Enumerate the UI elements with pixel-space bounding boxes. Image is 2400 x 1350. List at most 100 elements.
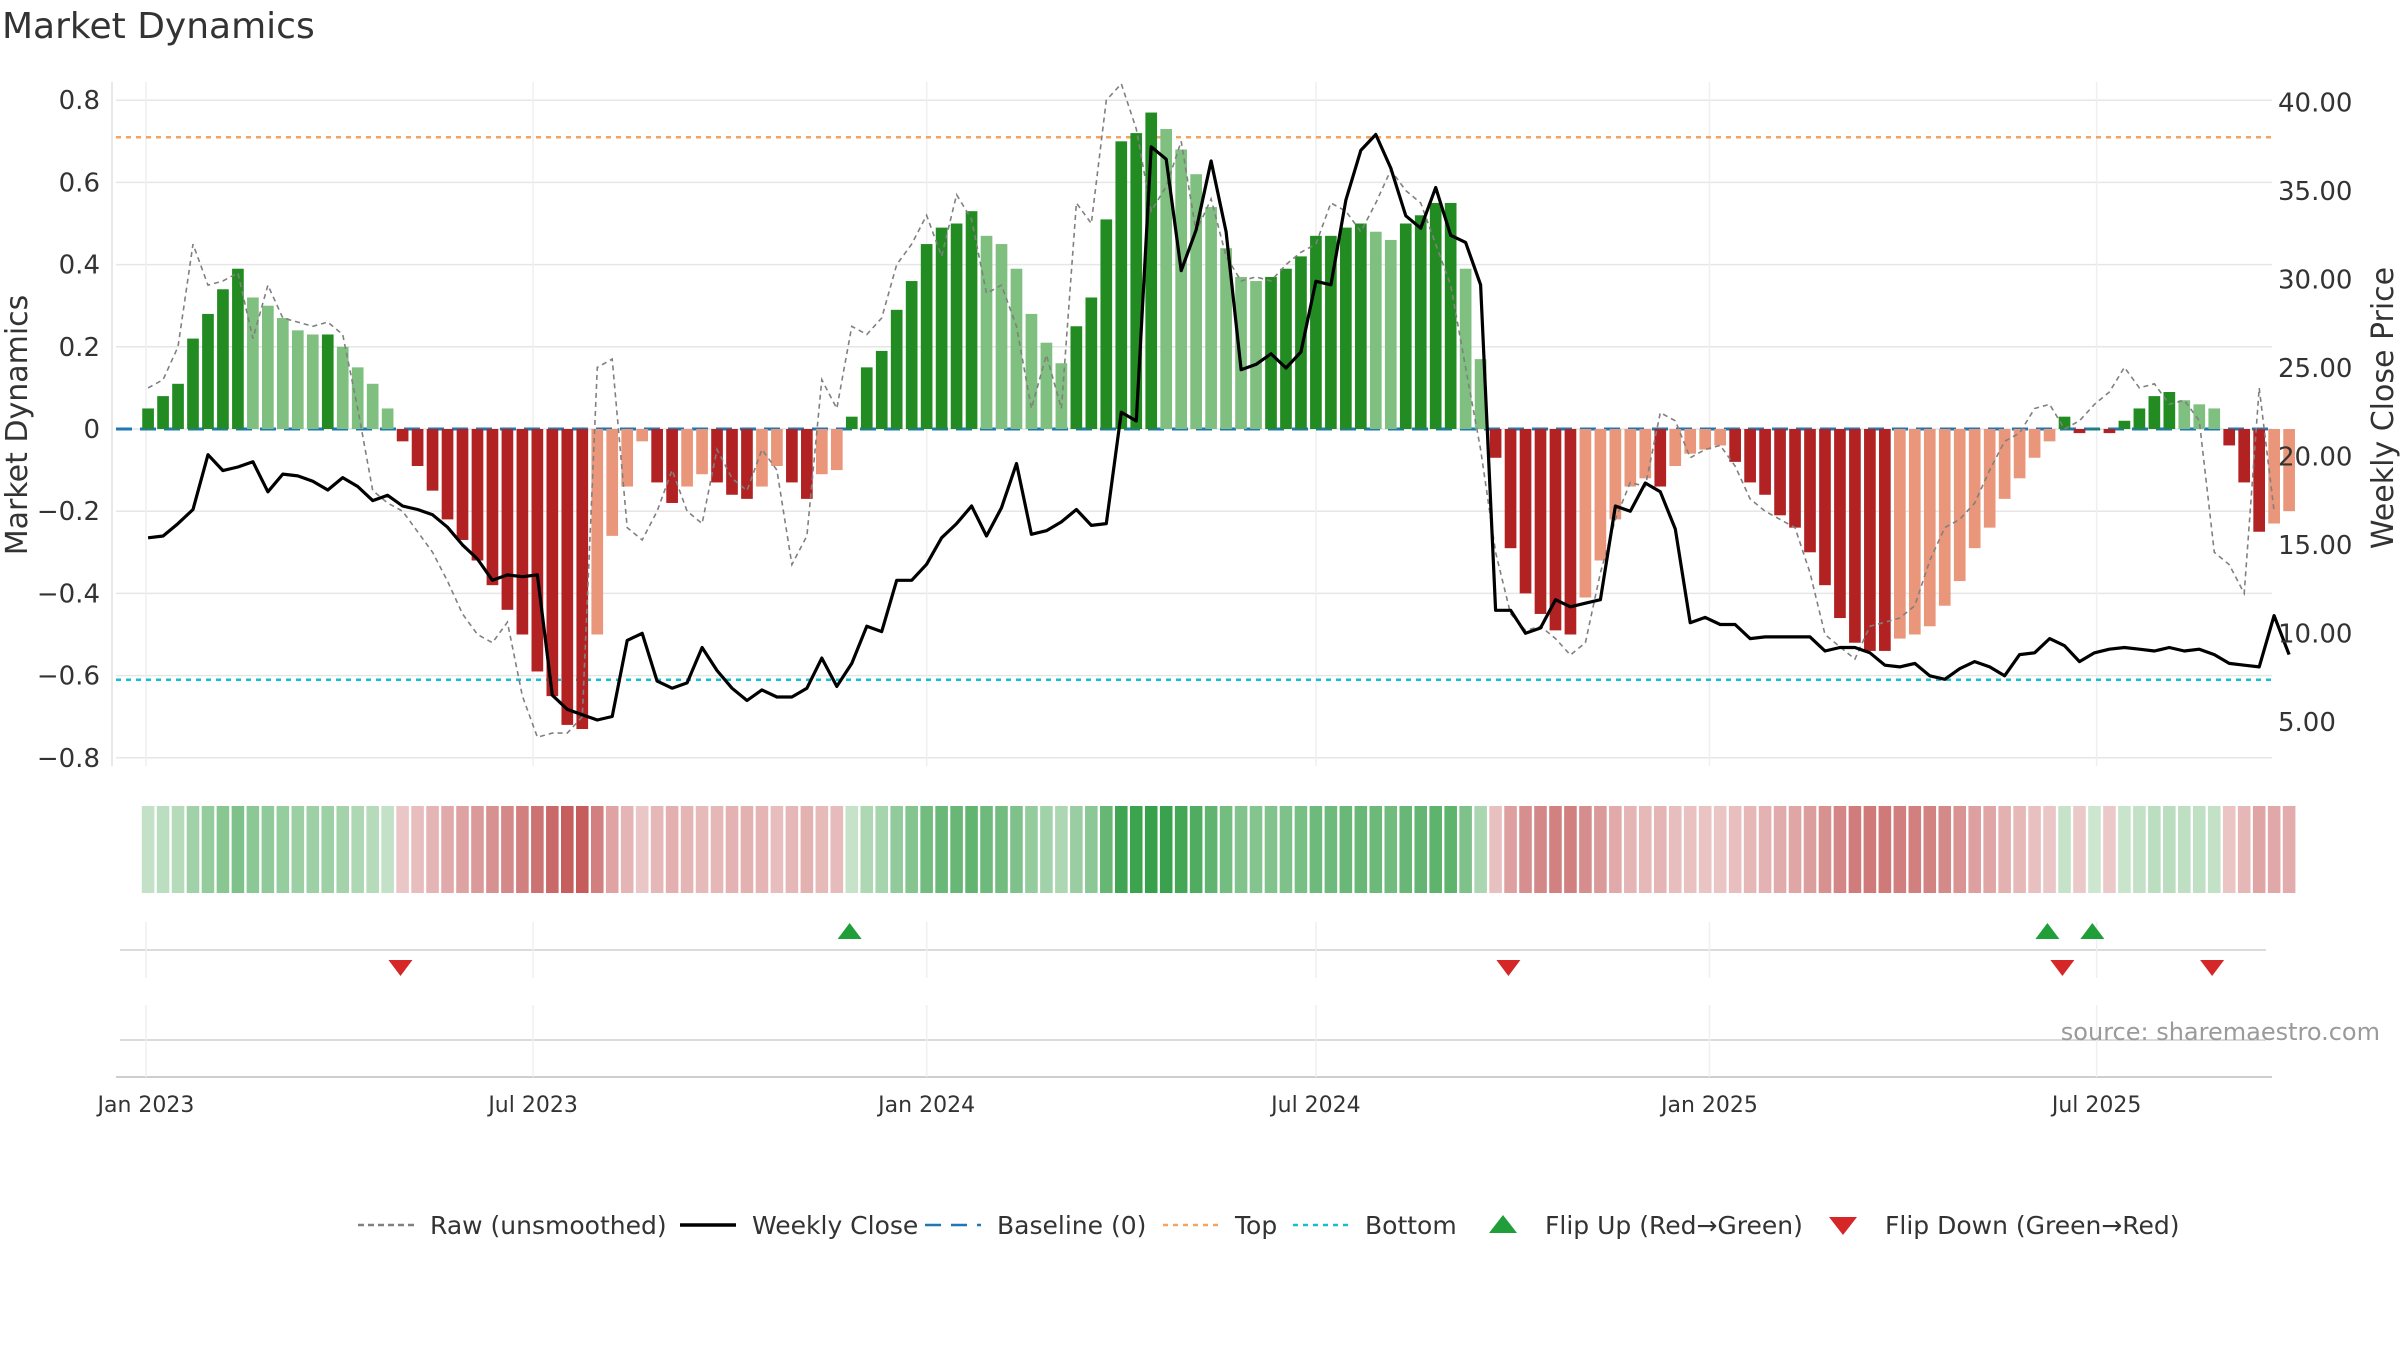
bar-138: [2208, 408, 2221, 429]
heat-cell-16: [381, 806, 394, 893]
bar-97: [1594, 429, 1607, 561]
heat-cell-5: [216, 806, 230, 893]
legend-label: Baseline (0): [997, 1211, 1146, 1240]
heat-cell-36: [680, 806, 694, 893]
heat-cell-95: [1564, 806, 1577, 893]
y-tick-label: −0.4: [37, 579, 100, 609]
heat-cell-44: [800, 806, 814, 893]
heat-cell-17: [396, 806, 409, 893]
y2-tick-label: 40.00: [2278, 89, 2352, 119]
bar-47: [845, 416, 858, 429]
y-tick-label: −0.6: [37, 662, 100, 692]
bar-11: [306, 334, 319, 429]
bar-56: [980, 235, 993, 429]
flip-down-marker-2: [1496, 960, 1521, 976]
flip-down-marker-4: [2050, 960, 2075, 976]
legend-label: Raw (unsmoothed): [430, 1211, 667, 1240]
heat-cell-9: [276, 806, 290, 893]
heat-cell-22: [471, 806, 484, 893]
bar-23: [486, 429, 499, 586]
bar-19: [426, 429, 439, 491]
bar-84: [1399, 223, 1412, 429]
bar-64: [1100, 219, 1113, 429]
bar-130: [2088, 429, 2101, 430]
heat-cell-63: [1085, 806, 1098, 893]
legend-label: Flip Up (Red→Green): [1545, 1211, 1803, 1240]
bar-119: [1923, 429, 1936, 627]
heat-cell-67: [1144, 806, 1158, 893]
bar-45: [815, 429, 828, 475]
y-tick-label: 0: [83, 415, 100, 445]
source-label: source: sharemaestro.com: [2061, 1018, 2380, 1046]
bar-134: [2148, 396, 2161, 429]
bar-85: [1414, 215, 1427, 429]
bar-49: [875, 350, 888, 429]
bar-77: [1295, 256, 1307, 429]
heat-cell-125: [2013, 806, 2026, 893]
bar-108: [1759, 429, 1771, 495]
heat-cell-57: [995, 806, 1008, 893]
legend-item-3: Top: [1163, 1211, 1277, 1240]
heat-cell-101: [1653, 806, 1667, 893]
heat-cell-53: [935, 806, 948, 893]
heat-cell-102: [1668, 806, 1682, 893]
bar-106: [1729, 429, 1741, 462]
close-line: [147, 132, 2291, 722]
y2-tick-label: 35.00: [2278, 177, 2352, 207]
legend-item-5: Flip Up (Red→Green): [1489, 1211, 1803, 1240]
heat-cell-120: [1938, 806, 1952, 893]
flip-down-marker-0: [388, 960, 413, 976]
heat-cell-104: [1698, 806, 1712, 893]
heat-cell-131: [2103, 806, 2116, 893]
heat-cell-43: [785, 806, 799, 893]
heat-cell-115: [1863, 806, 1877, 893]
bar-72: [1220, 248, 1232, 429]
bar-95: [1564, 429, 1577, 635]
heat-cell-119: [1923, 806, 1937, 893]
heat-cell-29: [575, 806, 589, 893]
bar-21: [456, 429, 469, 540]
bar-43: [786, 429, 798, 483]
x-tick-label: Jan 2023: [95, 1093, 194, 1118]
heat-cell-58: [1010, 806, 1023, 893]
y2-tick-label: 30.00: [2278, 266, 2352, 296]
bar-122: [1968, 429, 1981, 549]
heat-cell-73: [1234, 806, 1248, 893]
bar-96: [1579, 429, 1592, 598]
flip-panel: [120, 922, 2266, 978]
y2-axis-label: Weekly Close Price: [2366, 267, 2400, 549]
bar-13: [336, 346, 349, 429]
y-tick-label: 0.6: [59, 168, 100, 198]
heat-cell-32: [620, 806, 634, 893]
heat-cell-37: [695, 806, 709, 893]
heat-cell-2: [171, 806, 185, 893]
bar-41: [756, 429, 768, 487]
bar-80: [1340, 227, 1352, 429]
bar-58: [1010, 268, 1023, 429]
bar-79: [1325, 235, 1337, 429]
heat-cell-105: [1713, 806, 1727, 893]
bar-133: [2133, 408, 2146, 429]
heat-cell-135: [2163, 806, 2176, 893]
heat-cell-35: [665, 806, 679, 893]
heat-cell-60: [1040, 806, 1053, 893]
heat-cell-78: [1309, 806, 1323, 893]
heat-cell-74: [1249, 806, 1263, 893]
heat-cell-122: [1968, 806, 1981, 893]
heat-strip: [141, 806, 2296, 893]
heat-cell-138: [2207, 806, 2221, 893]
bar-136: [2178, 400, 2191, 429]
bar-103: [1684, 429, 1697, 454]
heat-cell-136: [2178, 806, 2191, 893]
heat-cell-123: [1983, 806, 1996, 893]
bar-24: [501, 429, 514, 610]
heat-cell-91: [1504, 806, 1517, 893]
heat-cell-7: [246, 806, 260, 893]
bar-121: [1953, 429, 1966, 582]
bar-38: [711, 429, 723, 483]
y-axis-right: 40.00 35.00 30.00 25.00 20.00 15.00 10.00 5.00: [2278, 89, 2352, 738]
heat-cell-47: [845, 806, 859, 893]
heat-cell-24: [501, 806, 514, 893]
bar-16: [381, 408, 394, 429]
x-tick-label: Jul 2024: [1269, 1093, 1361, 1118]
